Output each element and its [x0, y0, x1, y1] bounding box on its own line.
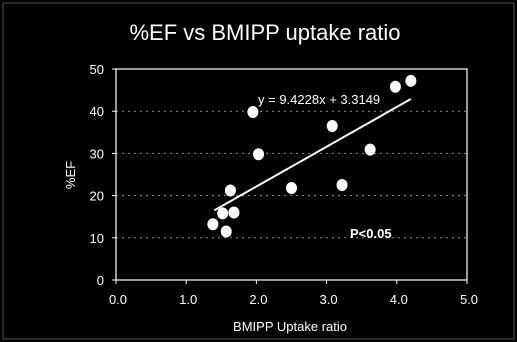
grid-lines [116, 110, 467, 239]
y-axis-label: %EF [63, 161, 78, 189]
chart-title: %EF vs BMIPP uptake ratio [129, 20, 400, 45]
data-point [364, 143, 376, 156]
x-tick-label: 5.0 [460, 292, 478, 307]
y-tick-label: 0 [97, 273, 104, 288]
data-point [286, 182, 297, 195]
data-point [220, 225, 232, 238]
plot-area-frame [115, 68, 468, 281]
data-point [405, 74, 417, 87]
data-point [207, 218, 219, 231]
data-point [247, 106, 259, 119]
y-tick-label: 20 [90, 189, 104, 204]
data-point [336, 179, 348, 192]
x-tick-label: 1.0 [179, 292, 197, 307]
data-point [389, 80, 401, 93]
trendline [213, 98, 412, 212]
y-tick-label: 40 [90, 104, 104, 119]
x-tick-label: 2.0 [249, 292, 267, 307]
trendline-equation-label: y = 9.4228x + 3.3149 [258, 92, 380, 107]
x-tick-label: 0.0 [109, 292, 127, 307]
data-point [224, 184, 236, 197]
x-tick-label: 4.0 [390, 292, 408, 307]
y-tick-label: 30 [90, 146, 104, 161]
data-point [326, 119, 338, 132]
data-point [228, 206, 240, 219]
p-value-annotation: P<0.05 [350, 226, 392, 241]
axis-ticks: 0 10 20 30 40 50 0.0 1.0 2.0 3.0 4.0 5.0 [90, 62, 479, 307]
data-point [253, 148, 265, 161]
x-tick-label: 3.0 [320, 292, 338, 307]
y-tick-label: 10 [90, 231, 104, 246]
x-axis-label: BMIPP Uptake ratio [233, 319, 347, 334]
data-point [217, 207, 229, 220]
data-points [207, 74, 417, 238]
y-tick-label: 50 [90, 62, 104, 77]
